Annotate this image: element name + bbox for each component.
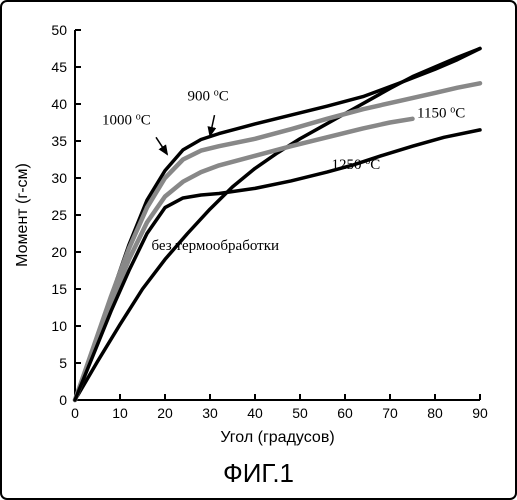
x-tick-label: 30 bbox=[202, 405, 218, 421]
figure-caption: ФИГ.1 bbox=[223, 458, 294, 488]
chart-series bbox=[75, 49, 480, 401]
annotation-arrow-label_900 bbox=[210, 115, 215, 136]
y-tick-label: 30 bbox=[51, 170, 67, 186]
y-tick-label: 45 bbox=[51, 59, 67, 75]
x-tick-label: 40 bbox=[247, 405, 263, 421]
y-tick-label: 20 bbox=[51, 244, 67, 260]
y-tick-label: 25 bbox=[51, 207, 67, 223]
annotation-label_no_ht: без термообработки bbox=[152, 238, 280, 254]
series-t1250 bbox=[75, 130, 480, 400]
y-tick-label: 15 bbox=[51, 281, 67, 297]
y-axis-title: Момент (г-см) bbox=[14, 163, 31, 267]
x-tick-label: 80 bbox=[427, 405, 443, 421]
x-tick-label: 20 bbox=[157, 405, 173, 421]
x-tick-label: 70 bbox=[382, 405, 398, 421]
x-tick-label: 60 bbox=[337, 405, 353, 421]
y-tick-label: 10 bbox=[51, 318, 67, 334]
annotation-label_900: 900 oC bbox=[188, 87, 229, 104]
x-tick-label: 90 bbox=[472, 405, 488, 421]
x-tick-label: 10 bbox=[112, 405, 128, 421]
y-tick-label: 5 bbox=[59, 355, 67, 371]
x-tick-label: 0 bbox=[71, 405, 79, 421]
annotations: 1000 oC 900 oC 1150 oC 1250 oC без термообра… bbox=[102, 87, 465, 253]
y-tick-label: 35 bbox=[51, 133, 67, 149]
annotation-label_1250: 1250 oC bbox=[332, 156, 381, 173]
x-axis-title: Угол (градусов) bbox=[220, 429, 334, 446]
axes bbox=[75, 30, 480, 400]
annotation-arrow-label_1000 bbox=[156, 137, 167, 154]
y-tick-label: 40 bbox=[51, 96, 67, 112]
x-tick-labels: 0 10 20 30 40 50 60 70 80 90 bbox=[71, 405, 488, 421]
chart-canvas: 0 10 20 30 40 50 60 70 80 90 0 5 10 15 20 25 30 35 40 45 50… bbox=[0, 0, 517, 500]
y-tick-label: 0 bbox=[59, 392, 67, 408]
series-t900 bbox=[75, 49, 480, 401]
y-tick-labels: 0 5 10 15 20 25 30 35 40 45 50 bbox=[51, 22, 67, 408]
x-tick-label: 50 bbox=[292, 405, 308, 421]
y-tick-label: 50 bbox=[51, 22, 67, 38]
annotation-label_1150: 1150 oC bbox=[417, 104, 465, 121]
annotation-label_1000: 1000 oC bbox=[102, 112, 151, 129]
